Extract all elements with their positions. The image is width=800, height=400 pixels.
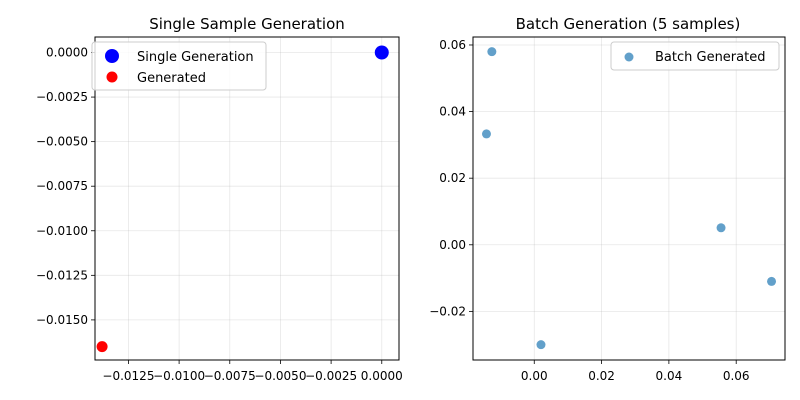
x-tick-label: 0.00 bbox=[521, 369, 548, 383]
single-sample-legend-box bbox=[91, 41, 267, 91]
legend-marker-batch-generated bbox=[624, 52, 634, 62]
scatter-point bbox=[374, 45, 389, 60]
y-tick-label: 0.02 bbox=[439, 171, 466, 185]
y-tick-label: 0.00 bbox=[439, 238, 466, 252]
x-tick-label: 0.0000 bbox=[361, 369, 403, 383]
single-sample-axes-frame bbox=[94, 36, 400, 361]
legend-label-generated: Generated bbox=[137, 71, 206, 86]
batch-generation-legend: Batch Generated bbox=[610, 41, 780, 71]
legend-marker-generated bbox=[106, 71, 118, 83]
single-sample-panel: Single Sample Generation −0.0125−0.0100−… bbox=[36, 15, 403, 383]
x-tick-label: 0.04 bbox=[656, 369, 683, 383]
y-tick-label: −0.0150 bbox=[36, 313, 88, 327]
y-tick-label: −0.0025 bbox=[36, 90, 88, 104]
y-tick-label: −0.0100 bbox=[36, 224, 88, 238]
scatter-point bbox=[767, 276, 777, 286]
x-tick-label: −0.0075 bbox=[204, 369, 256, 383]
scatter-point bbox=[481, 129, 491, 139]
scatter-point bbox=[536, 340, 546, 350]
y-tick-label: 0.06 bbox=[439, 38, 466, 52]
y-tick-label: 0.0000 bbox=[46, 46, 88, 60]
batch-generation-y-ticks: 0.06 0.04 0.02 0.00 −0.02 bbox=[429, 38, 473, 318]
scatter-point bbox=[96, 341, 108, 353]
single-sample-y-ticks: 0.0000 −0.0025 −0.0050 −0.0075 −0.0100 −0.012… bbox=[36, 46, 95, 327]
single-sample-legend: Single Generation Generated bbox=[91, 41, 267, 91]
x-tick-label: −0.0050 bbox=[254, 369, 306, 383]
batch-generation-axes-frame bbox=[472, 36, 786, 361]
x-tick-label: −0.0025 bbox=[305, 369, 357, 383]
scatter-point bbox=[487, 47, 497, 57]
x-tick-label: 0.02 bbox=[588, 369, 615, 383]
single-sample-title: Single Sample Generation bbox=[149, 15, 345, 33]
x-tick-label: 0.06 bbox=[723, 369, 750, 383]
y-tick-label: −0.0125 bbox=[36, 268, 88, 282]
y-tick-label: 0.04 bbox=[439, 105, 466, 119]
x-tick-label: −0.0125 bbox=[102, 369, 154, 383]
batch-generation-panel: Batch Generation (5 samples) 0.00 0.02 0.0… bbox=[429, 15, 786, 383]
legend-marker-single-generation bbox=[105, 49, 119, 63]
single-sample-points bbox=[96, 45, 389, 353]
legend-label-single-generation: Single Generation bbox=[137, 50, 254, 65]
y-tick-label: −0.0075 bbox=[36, 179, 88, 193]
batch-generation-legend-box bbox=[610, 41, 780, 71]
batch-generation-points bbox=[481, 47, 777, 350]
batch-generation-x-ticks: 0.00 0.02 0.04 0.06 bbox=[521, 360, 750, 383]
x-tick-label: −0.0100 bbox=[153, 369, 205, 383]
y-tick-label: −0.0050 bbox=[36, 135, 88, 149]
single-sample-x-ticks: −0.0125−0.0100−0.0075−0.0050−0.0025 0.000… bbox=[102, 360, 403, 383]
legend-label-batch-generated: Batch Generated bbox=[655, 50, 765, 65]
y-tick-label: −0.02 bbox=[429, 304, 466, 318]
batch-generation-title: Batch Generation (5 samples) bbox=[516, 15, 741, 33]
scatter-point bbox=[716, 223, 726, 233]
